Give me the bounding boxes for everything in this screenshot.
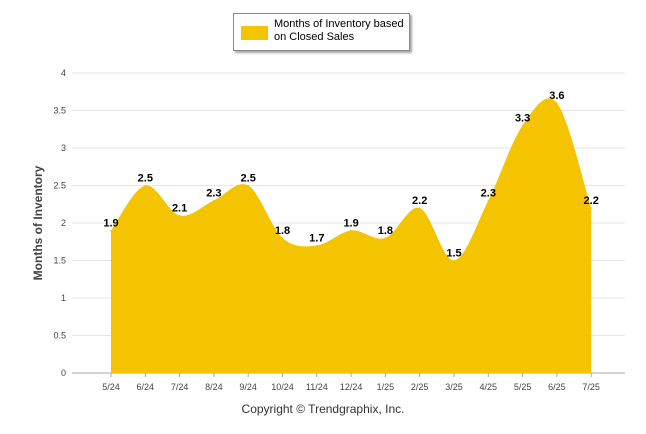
legend-label: Months of Inventory based on Closed Sale… [274,18,404,43]
data-point [556,102,558,104]
data-point [213,199,215,202]
data-point [281,237,284,239]
y-tick-label: 1 [61,293,66,303]
x-tick-label: 5/25 [514,382,532,392]
data-label: 3.3 [515,113,530,125]
y-tick-label: 1.5 [53,256,66,266]
data-label: 1.7 [309,233,324,245]
x-tick-label: 7/25 [582,382,600,392]
x-tick-label: 6/25 [548,382,566,392]
x-tick-label: 5/24 [102,382,120,392]
data-label: 2.3 [481,188,496,200]
x-tick-label: 11/24 [306,382,328,392]
data-point [144,184,147,187]
data-label: 2.2 [412,195,427,207]
legend-swatch [241,26,268,40]
data-points [110,102,592,262]
y-tick-label: 0 [61,368,66,378]
data-label: 1.5 [446,248,461,260]
data-label: 1.9 [343,218,358,230]
x-tick-label: 7/24 [171,382,189,392]
data-point [521,124,524,127]
y-axis-title: Months of Inventory [31,165,45,280]
x-tick-label: 9/24 [239,382,257,392]
data-point [418,207,421,209]
y-tick-label: 3.5 [53,106,66,116]
x-tick-label: 10/24 [271,382,294,392]
x-axis-ticks: 5/24 6/24 7/24 8/24 9/24 10/24 11/24 12/24 1/25 2… [102,373,600,392]
data-point [110,229,112,232]
data-label: 2.2 [584,195,599,207]
data-point [316,244,318,247]
data-label: 3.6 [549,90,564,102]
x-tick-label: 6/24 [137,382,155,392]
data-point [453,259,455,262]
y-tick-label: 2 [61,218,66,228]
data-label: 2.5 [138,173,153,185]
copyright-text: Copyright © Trendgraphix, Inc. [241,402,405,416]
area-series [111,98,592,373]
y-tick-label: 4 [61,68,66,78]
y-tick-label: 3 [61,143,66,153]
y-axis-ticks: 0 0.5 1 1.5 2 2.5 3 3.5 4 [53,68,66,378]
data-point [350,229,352,232]
data-point [247,184,249,187]
data-label: 1.9 [103,218,118,230]
x-tick-label: 3/25 [445,382,463,392]
data-label: 2.1 [172,203,187,215]
x-tick-label: 12/24 [340,382,363,392]
data-label: 2.5 [241,173,256,185]
data-point [384,237,387,239]
x-tick-label: 1/25 [377,382,395,392]
data-label: 2.3 [206,188,221,200]
y-tick-label: 2.5 [53,181,66,191]
data-label: 1.8 [378,225,393,237]
x-tick-label: 2/25 [411,382,429,392]
x-tick-label: 8/24 [205,382,223,392]
x-tick-label: 4/25 [480,382,498,392]
data-point [590,207,592,209]
legend[interactable]: Months of Inventory based on Closed Sale… [233,13,410,51]
data-point [487,199,490,202]
data-labels: 1.9 2.5 2.1 2.3 2.5 1.8 1.7 1.9 1.8 2.2 1.5 2.3 3.3 3… [103,90,598,260]
y-tick-label: 0.5 [53,331,66,341]
data-point [178,214,181,217]
data-label: 1.8 [275,225,290,237]
